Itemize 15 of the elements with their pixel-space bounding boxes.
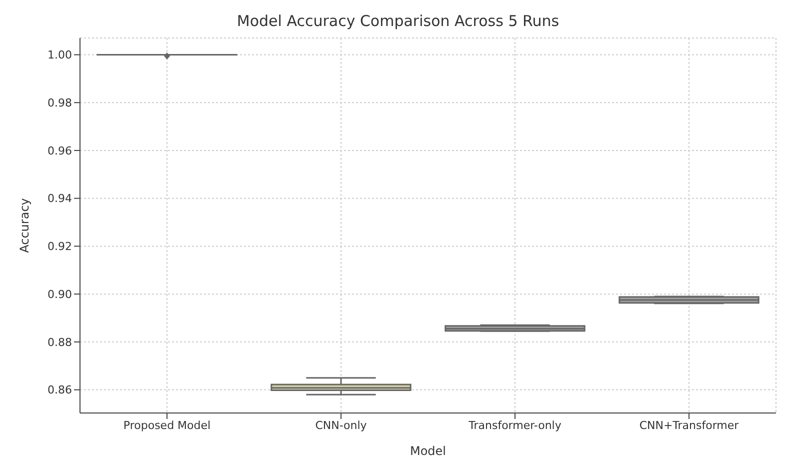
y-tick-label: 0.96 <box>48 144 72 158</box>
y-tick-label: 0.94 <box>48 192 72 206</box>
x-tick-label: CNN-only <box>315 418 368 432</box>
y-tick-label: 1.00 <box>48 48 72 62</box>
y-tick-label: 0.92 <box>48 240 72 254</box>
x-tick-label: CNN+Transformer <box>639 418 740 432</box>
y-tick-label: 0.86 <box>48 384 72 397</box>
y-axis-title: Accuracy <box>17 198 32 253</box>
x-tick-label: Transformer-only <box>468 418 562 432</box>
x-axis-title: Model <box>410 444 446 458</box>
y-tick-label: 0.98 <box>48 96 72 110</box>
y-tick-label: 0.90 <box>48 288 72 301</box>
y-tick-label: 0.88 <box>48 336 72 349</box>
x-tick-label: Proposed Model <box>123 418 211 432</box>
chart-title: Model Accuracy Comparison Across 5 Runs <box>236 12 560 30</box>
